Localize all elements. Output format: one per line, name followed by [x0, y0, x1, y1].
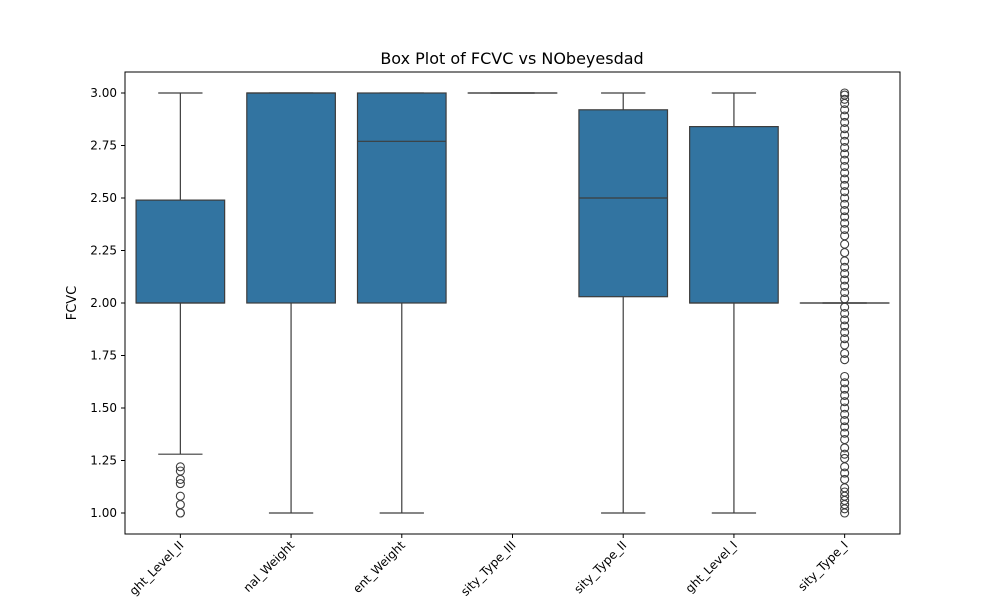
outlier-point	[840, 262, 850, 272]
outlier-point	[840, 143, 850, 153]
y-tick-label: 2.75	[90, 139, 117, 153]
outlier-point	[840, 88, 850, 98]
y-tick-label: 1.75	[90, 349, 117, 363]
outlier-point	[840, 428, 850, 438]
outlier-point	[840, 474, 850, 484]
outlier-point	[840, 487, 850, 497]
box-group	[135, 92, 226, 518]
outlier-point	[840, 397, 850, 407]
outlier-point	[840, 334, 850, 344]
outlier-point	[840, 111, 850, 121]
x-tick-label: sity_Type_III	[458, 538, 519, 599]
outlier-point	[840, 327, 850, 337]
plot-marks	[135, 88, 890, 518]
outlier-point	[840, 308, 850, 319]
outlier-point	[840, 422, 850, 432]
box-group	[799, 88, 890, 518]
box-iqr	[135, 199, 226, 304]
outlier-point	[840, 218, 850, 228]
outlier-point	[840, 378, 850, 388]
y-tick-label: 2.00	[90, 296, 117, 310]
outlier-point	[175, 508, 185, 518]
outlier-point	[840, 384, 850, 394]
outlier-point	[840, 340, 850, 350]
outlier-point	[175, 462, 185, 472]
y-tick-label: 1.00	[90, 506, 117, 520]
outlier-point	[840, 390, 850, 400]
outlier-point	[840, 281, 850, 291]
box-group	[356, 92, 447, 514]
box-group	[578, 92, 669, 514]
x-axis: ght_Level_II nal_Weight ent_Weight sity_Typ…	[127, 534, 851, 599]
outlier-point	[175, 479, 185, 489]
box-group	[246, 92, 336, 514]
outlier-point	[840, 174, 850, 184]
outlier-point	[840, 409, 850, 419]
y-axis: 1.00 1.25 1.50 1.75 2.00 2.25 2.50 2.75 3.00	[90, 86, 125, 520]
outlier-point	[840, 287, 850, 298]
outlier-point	[840, 416, 850, 426]
outlier-point	[840, 315, 850, 325]
y-axis-label: FCVC	[65, 286, 80, 321]
outlier-point	[840, 136, 850, 146]
outlier-point	[840, 105, 850, 115]
outlier-point	[840, 212, 850, 222]
outlier-point	[840, 294, 850, 304]
y-tick-label: 2.25	[90, 244, 117, 258]
plot-frame	[124, 71, 901, 535]
outlier-point	[840, 124, 850, 134]
outlier-point	[840, 371, 850, 382]
x-tick-label: ght_Level_II	[127, 538, 187, 598]
outlier-point	[840, 168, 850, 178]
outlier-point	[840, 449, 850, 459]
outlier-point	[840, 355, 850, 365]
outlier-point	[175, 466, 185, 476]
outlier-point	[840, 269, 850, 279]
outlier-point	[840, 161, 850, 172]
outlier-point	[840, 231, 850, 241]
box-iqr	[356, 92, 447, 304]
outlier-point	[840, 206, 850, 216]
x-tick-label: sity_Type_I	[795, 538, 851, 594]
outlier-point	[840, 248, 850, 258]
outlier-point	[175, 500, 185, 510]
x-tick-label: ent_Weight	[350, 538, 408, 596]
outlier-point	[840, 321, 850, 331]
box-group	[689, 92, 779, 514]
x-tick-label: nal_Weight	[241, 538, 298, 595]
outlier-point	[840, 403, 850, 413]
x-tick-label: ght_Level_I	[683, 538, 740, 595]
outlier-point	[175, 491, 185, 501]
outlier-point	[840, 199, 850, 209]
outlier-point	[840, 187, 850, 197]
box-iqr	[246, 92, 336, 304]
box-iqr	[578, 109, 669, 298]
outlier-point	[840, 224, 850, 235]
outlier-point	[840, 453, 850, 463]
outlier-point	[840, 468, 850, 478]
box-iqr	[689, 125, 779, 304]
outlier-point	[840, 180, 850, 190]
outlier-point	[840, 94, 850, 104]
y-tick-label: 1.25	[90, 454, 117, 468]
outlier-point	[840, 193, 850, 203]
x-tick-label: sity_Type_II	[571, 538, 629, 596]
outlier-point	[840, 130, 850, 140]
outlier-point	[840, 149, 850, 159]
outlier-point	[840, 239, 850, 249]
y-tick-label: 2.50	[90, 191, 117, 205]
y-tick-label: 3.00	[90, 86, 117, 100]
outlier-point	[840, 275, 850, 285]
chart-title: Box Plot of FCVC vs NObeyesdad	[380, 49, 643, 68]
outlier-point	[840, 117, 850, 127]
outlier-point	[840, 434, 850, 445]
y-tick-label: 1.50	[90, 401, 117, 415]
outlier-point	[840, 155, 850, 165]
